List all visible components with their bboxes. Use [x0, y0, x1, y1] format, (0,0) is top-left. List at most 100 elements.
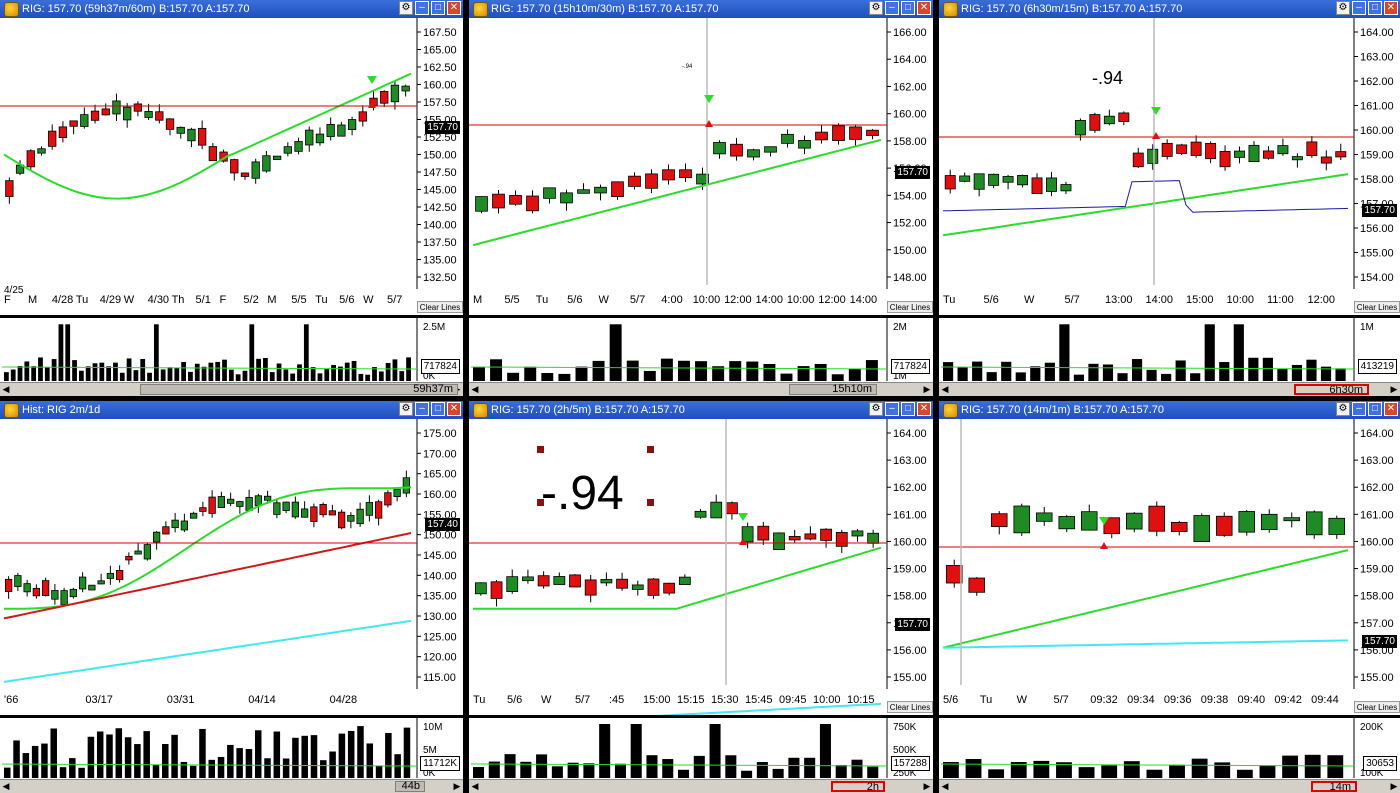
volume-bar	[567, 762, 579, 778]
scroll-left-icon[interactable]: ◀	[939, 383, 951, 396]
scroll-left-icon[interactable]: ◀	[469, 780, 481, 793]
price-change-annotation[interactable]: -.94	[1092, 68, 1123, 88]
maximize-icon[interactable]: □	[1368, 402, 1382, 416]
time-scrollbar[interactable]: ◀ ▶ 15h10m	[469, 382, 933, 396]
scroll-thumb[interactable]: 2h	[831, 781, 885, 793]
window-title-area: RIG: 157.70 (2h/5m) B:157.70 A:157.70	[473, 401, 685, 419]
volume-chart[interactable]: 2M 1M	[469, 318, 933, 381]
minimize-icon[interactable]: –	[885, 1, 899, 15]
candle-up	[1291, 156, 1303, 161]
options-icon[interactable]: ⚙	[399, 402, 413, 416]
scroll-right-icon[interactable]: ▶	[921, 383, 933, 396]
price-chart[interactable]: 167.50165.00162.50160.00157.50155.00152.…	[0, 18, 463, 315]
price-change-annotation[interactable]: -.94	[541, 467, 624, 520]
window-titlebar[interactable]: Hist: RIG 2m/1d ⚙ – □ ✕	[0, 401, 463, 419]
minimize-icon[interactable]: –	[415, 402, 429, 416]
chart-window-5[interactable]: RIG: 157.70 (2h/5m) B:157.70 A:157.70 ⚙ – □…	[469, 401, 933, 793]
volume-bar	[392, 359, 398, 381]
scroll-left-icon[interactable]: ◀	[939, 780, 951, 793]
volume-bar	[59, 767, 67, 778]
scroll-thumb[interactable]: 15h10m	[789, 384, 877, 395]
volume-chart[interactable]: 10M 5M 0K	[0, 718, 463, 778]
price-chart[interactable]: 164.00 163.00 162.00 161.00 160.00 159.00 158.…	[469, 419, 933, 715]
annotation-handle[interactable]	[647, 446, 654, 453]
scroll-left-icon[interactable]: ◀	[0, 780, 12, 793]
scroll-thumb[interactable]: 6h30m	[1294, 384, 1369, 396]
close-icon[interactable]: ✕	[917, 402, 931, 416]
maximize-icon[interactable]: □	[901, 402, 915, 416]
x-axis-label: 14:00	[850, 294, 878, 306]
close-icon[interactable]: ✕	[1384, 1, 1398, 15]
options-icon[interactable]: ⚙	[869, 1, 883, 15]
annotation-handle[interactable]	[537, 446, 544, 453]
scroll-right-icon[interactable]: ▶	[1388, 780, 1400, 793]
annotation-handle[interactable]	[537, 499, 544, 506]
maximize-icon[interactable]: □	[431, 1, 445, 15]
chart-window-3[interactable]: RIG: 157.70 (6h30m/15m) B:157.70 A:157.7…	[939, 0, 1400, 396]
time-scrollbar[interactable]: ◀ ▶ 44b	[0, 779, 463, 793]
price-chart[interactable]: 166.00164.00162.00160.00158.00156.00154.…	[469, 18, 933, 315]
price-chart[interactable]: 175.00 170.00 165.00 160.00 155.00 150.00 145.…	[0, 419, 463, 715]
minimize-icon[interactable]: –	[1352, 1, 1366, 15]
window-titlebar[interactable]: RIG: 157.70 (2h/5m) B:157.70 A:157.70 ⚙ – □…	[469, 401, 933, 419]
minimize-icon[interactable]: –	[415, 1, 429, 15]
chart-window-6[interactable]: RIG: 157.70 (14m/1m) B:157.70 A:157.70 ⚙ –…	[939, 401, 1400, 793]
options-icon[interactable]: ⚙	[1336, 1, 1350, 15]
volume-chart[interactable]: 1M	[939, 318, 1400, 381]
clear-lines-button[interactable]: Clear Lines	[887, 301, 933, 313]
candle-down	[730, 143, 743, 157]
scroll-left-icon[interactable]: ◀	[469, 383, 481, 396]
candle-up	[764, 146, 777, 153]
scroll-right-icon[interactable]: ▶	[921, 780, 933, 793]
window-titlebar[interactable]: RIG: 157.70 (6h30m/15m) B:157.70 A:157.7…	[939, 0, 1400, 18]
close-icon[interactable]: ✕	[447, 402, 461, 416]
scroll-left-icon[interactable]: ◀	[0, 383, 12, 396]
clear-lines-button[interactable]: Clear Lines	[1354, 701, 1400, 713]
close-icon[interactable]: ✕	[447, 1, 461, 15]
time-scrollbar[interactable]: ◀ ▶ 14m	[939, 779, 1400, 793]
scroll-right-icon[interactable]: ▶	[451, 780, 463, 793]
chart-window-2[interactable]: RIG: 157.70 (15h10m/30m) B:157.70 A:157.…	[469, 0, 933, 396]
x-axis-label: M	[473, 294, 482, 306]
chart-window-1[interactable]: RIG: 157.70 (59h37m/60m) B:157.70 A:157.…	[0, 0, 463, 396]
window-titlebar[interactable]: RIG: 157.70 (14m/1m) B:157.70 A:157.70 ⚙ –…	[939, 401, 1400, 419]
close-icon[interactable]: ✕	[917, 1, 931, 15]
maximize-icon[interactable]: □	[431, 402, 445, 416]
candle-down	[101, 108, 110, 116]
maximize-icon[interactable]: □	[901, 1, 915, 15]
volume-bar	[351, 360, 357, 381]
maximize-icon[interactable]: □	[1368, 1, 1382, 15]
close-icon[interactable]: ✕	[1384, 402, 1398, 416]
volume-bar	[660, 358, 673, 381]
time-scrollbar[interactable]: ◀ ▶ 2h	[469, 779, 933, 793]
moving-average-slow	[3, 532, 412, 620]
candle-down	[310, 506, 318, 522]
volume-chart[interactable]: 2.5M 0K	[0, 318, 463, 381]
annotation-handle[interactable]	[647, 499, 654, 506]
window-titlebar[interactable]: RIG: 157.70 (59h37m/60m) B:157.70 A:157.…	[0, 0, 463, 18]
scroll-thumb[interactable]: 59h37m	[140, 384, 458, 395]
options-icon[interactable]: ⚙	[869, 402, 883, 416]
price-change-annotation[interactable]: -.94	[682, 64, 693, 70]
scroll-right-icon[interactable]: ▶	[1388, 383, 1400, 396]
volume-bar	[1282, 755, 1298, 778]
clear-lines-button[interactable]: Clear Lines	[887, 701, 933, 713]
volume-chart[interactable]: 200K 100K	[939, 718, 1400, 778]
volume-chart[interactable]: 750K 500K 250K	[469, 718, 933, 778]
minimize-icon[interactable]: –	[1352, 402, 1366, 416]
volume-bar	[473, 367, 485, 381]
chart-window-4[interactable]: Hist: RIG 2m/1d ⚙ – □ ✕ 175.00 170.00 165.00 160…	[0, 401, 463, 793]
clear-lines-button[interactable]: Clear Lines	[1354, 301, 1400, 313]
scroll-thumb[interactable]: 14m	[1311, 781, 1357, 793]
options-icon[interactable]: ⚙	[399, 1, 413, 15]
scroll-thumb[interactable]: 44b	[395, 781, 425, 792]
time-scrollbar[interactable]: ◀ ▶ 6h30m	[939, 382, 1400, 396]
time-scrollbar[interactable]: ◀▶59h37m	[0, 382, 463, 396]
clear-lines-button[interactable]: Clear Lines	[417, 301, 463, 313]
price-chart[interactable]: 164.00 163.00 162.00 161.00 160.00 159.00 158.…	[939, 18, 1400, 315]
price-chart[interactable]: 164.00 163.00 162.00 161.00 160.00 159.00 158.…	[939, 419, 1400, 715]
options-icon[interactable]: ⚙	[1336, 402, 1350, 416]
minimize-icon[interactable]: –	[885, 402, 899, 416]
window-titlebar[interactable]: RIG: 157.70 (15h10m/30m) B:157.70 A:157.…	[469, 0, 933, 18]
y-tick-label: 160.00	[423, 80, 457, 92]
